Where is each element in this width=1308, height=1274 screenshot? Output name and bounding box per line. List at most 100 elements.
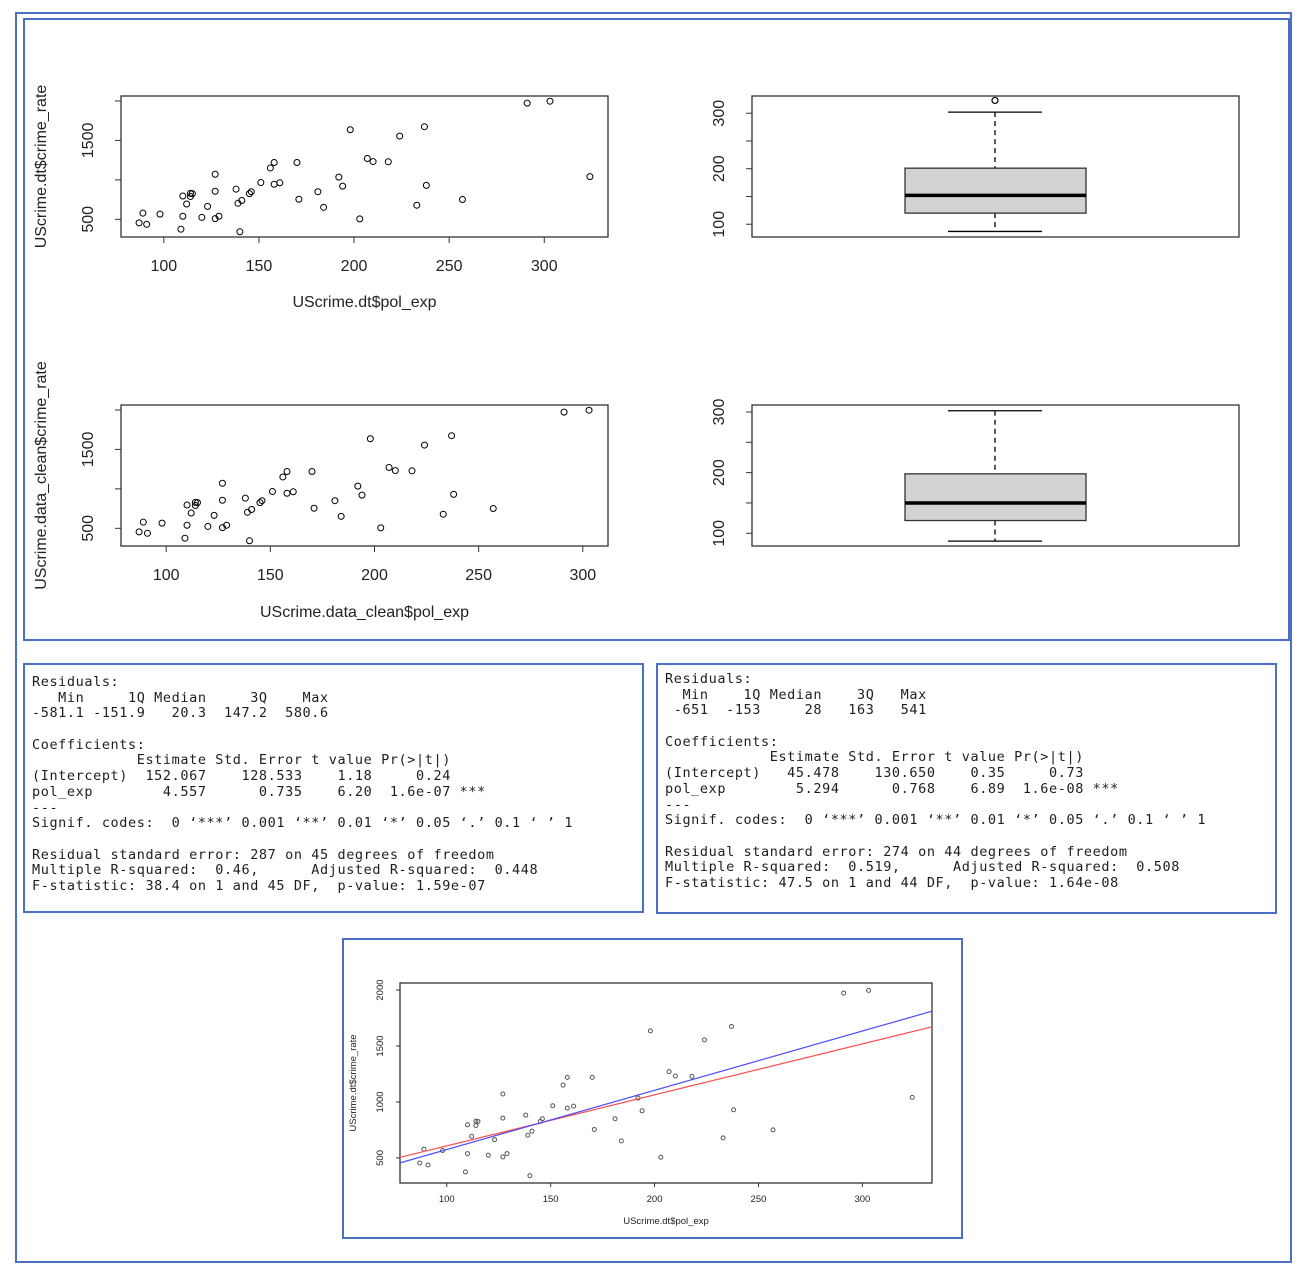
data-point (384, 158, 392, 166)
data-point (560, 1082, 566, 1088)
data-point (211, 187, 219, 195)
data-point (489, 505, 497, 513)
data-point (500, 1115, 506, 1121)
data-point (270, 180, 278, 188)
x-tick-label: 250 (751, 1194, 767, 1205)
data-point (236, 228, 244, 236)
data-point (183, 521, 191, 529)
x-axis-title: UScrime.data_clean$pol_exp (260, 604, 469, 621)
y-tick-label: 200 (711, 155, 728, 182)
y-tick-label: 100 (711, 211, 728, 238)
data-point (377, 524, 385, 532)
data-point (198, 213, 206, 221)
data-point (356, 215, 364, 223)
y-tick-label: 500 (80, 206, 97, 233)
data-point (462, 1169, 468, 1175)
summary-line (32, 722, 642, 738)
y-tick-label: 300 (711, 399, 728, 426)
data-point (295, 195, 303, 203)
summary-line (665, 719, 1275, 735)
data-point (689, 1073, 695, 1079)
summary-line: Residuals: (665, 671, 753, 687)
data-point (247, 188, 255, 196)
data-point (618, 1138, 624, 1144)
data-point (485, 1152, 491, 1158)
data-point (564, 1105, 570, 1111)
data-point (256, 499, 264, 507)
data-point (770, 1127, 776, 1133)
y-axis-title: UScrime.dt$crime_rate (33, 85, 50, 249)
data-point (139, 209, 147, 217)
summary-line: (Intercept) 152.067 128.533 1.18 0.24 (32, 768, 486, 785)
data-point (268, 488, 276, 496)
data-point (179, 192, 187, 200)
data-point (439, 510, 447, 518)
y-tick-label: 100 (711, 520, 728, 547)
data-point (354, 482, 362, 490)
data-point (672, 1073, 678, 1079)
lm-summary-clean: Residuals: Min 1Q Median 3Q Max -651 -15… (656, 663, 1277, 914)
plot-frame (751, 95, 1240, 238)
data-point (314, 188, 322, 196)
summary-line (32, 832, 642, 848)
x-tick-label: 100 (150, 258, 177, 275)
data-point (266, 164, 274, 172)
data-point (211, 170, 219, 178)
data-point (701, 1037, 707, 1043)
data-point (560, 408, 568, 416)
data-point (335, 173, 343, 181)
plot-frame (120, 95, 609, 238)
data-point (413, 201, 421, 209)
data-point (504, 1151, 510, 1157)
summary-line: Estimate Std. Error t value Pr(>|t|) (665, 749, 1119, 766)
data-point (238, 196, 246, 204)
data-point (529, 1128, 535, 1134)
summary-line: F-statistic: 38.4 on 1 and 45 DF, p-valu… (32, 877, 486, 894)
x-axis-title: UScrime.dt$pol_exp (623, 1216, 709, 1227)
data-point (158, 519, 166, 527)
chart-3: 100 200 300 (711, 399, 1240, 547)
data-point (211, 215, 219, 223)
data-point (276, 179, 284, 187)
summary-line: -581.1 -151.9 20.3 147.2 580.6 (32, 705, 338, 722)
data-point (293, 159, 301, 167)
data-point (523, 99, 531, 107)
data-point (465, 1151, 471, 1157)
data-point (473, 1122, 479, 1128)
data-point (246, 537, 254, 545)
data-point (492, 1137, 498, 1143)
data-point (177, 225, 185, 233)
data-point (612, 1116, 618, 1122)
summary-line: Min 1Q Median 3Q Max (665, 686, 936, 703)
data-point (550, 1103, 556, 1109)
summary-line: pol_exp 5.294 0.768 6.89 1.6e-08 *** (665, 780, 1119, 797)
data-point (500, 1154, 506, 1160)
data-point (658, 1154, 664, 1160)
data-point (135, 219, 143, 227)
iqr-box (904, 167, 1087, 214)
data-point (720, 1135, 726, 1141)
data-point (188, 190, 196, 198)
data-point (527, 1173, 533, 1179)
summary-line: F-statistic: 47.5 on 1 and 44 DF, p-valu… (665, 874, 1119, 891)
data-point (728, 1024, 734, 1030)
x-tick-label: 150 (257, 567, 284, 584)
data-point (183, 200, 191, 208)
data-point (204, 202, 212, 210)
data-point (218, 479, 226, 487)
data-point (187, 509, 195, 517)
data-point (139, 518, 147, 526)
data-point (425, 1162, 431, 1168)
x-tick-label: 150 (543, 1194, 559, 1205)
summary-line (665, 829, 1275, 845)
data-point (320, 203, 328, 211)
data-point (279, 473, 287, 481)
y-tick-label: 500 (375, 1150, 386, 1166)
summary-line: Residual standard error: 274 on 44 degre… (665, 843, 1128, 860)
data-point (183, 501, 191, 509)
regression-line (399, 1026, 933, 1158)
data-point (422, 181, 430, 189)
data-point (369, 158, 377, 166)
data-point (841, 990, 847, 996)
data-point (500, 1091, 506, 1097)
